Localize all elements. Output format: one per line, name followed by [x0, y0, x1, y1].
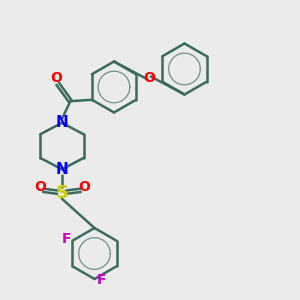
- Text: N: N: [56, 162, 68, 177]
- Text: F: F: [96, 274, 106, 287]
- Text: F: F: [62, 232, 71, 246]
- Text: N: N: [56, 115, 68, 130]
- Text: S: S: [56, 184, 68, 202]
- Text: O: O: [34, 180, 46, 194]
- Text: O: O: [143, 71, 155, 85]
- Text: O: O: [78, 180, 90, 194]
- Text: O: O: [50, 71, 62, 85]
